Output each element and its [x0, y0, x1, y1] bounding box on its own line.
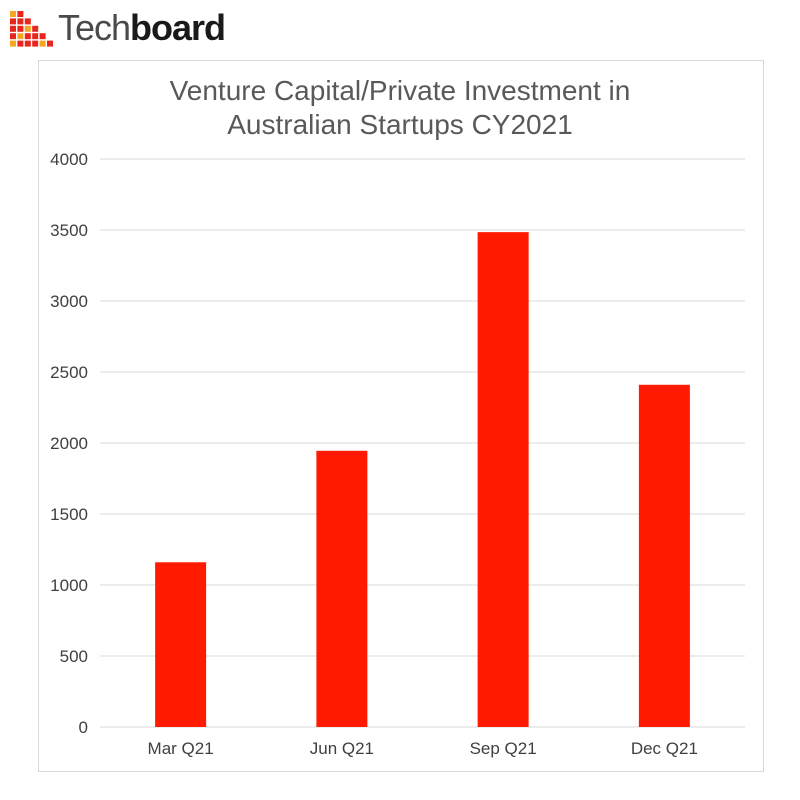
y-tick-label: 2500 — [50, 363, 88, 382]
logo-cell — [10, 11, 16, 17]
chart-title-line-1: Venture Capital/Private Investment in — [169, 75, 631, 106]
y-tick-label: 3500 — [50, 221, 88, 240]
logo-cell — [17, 18, 24, 25]
logo-cell — [10, 40, 16, 47]
bar-dec-q21 — [638, 384, 690, 727]
logo-cell — [39, 40, 46, 47]
logo-cell — [10, 25, 16, 32]
logo-cell — [32, 25, 39, 32]
logo-cell — [17, 40, 24, 47]
logo-cell — [32, 40, 39, 47]
logo-cell — [24, 40, 31, 47]
logo-cell — [24, 33, 31, 40]
gridlines — [100, 158, 745, 728]
logo-cell — [17, 25, 24, 32]
x-tick-label: Sep Q21 — [470, 739, 537, 758]
y-tick-label: 3000 — [50, 292, 88, 311]
x-tick-label: Dec Q21 — [631, 739, 698, 758]
logo-cell — [39, 33, 46, 40]
brand-logo: Techboard — [8, 7, 226, 48]
bar-mar-q21 — [155, 562, 207, 727]
bars — [155, 232, 690, 727]
y-tick-label: 0 — [79, 718, 88, 737]
logo-cell — [24, 18, 31, 25]
brand-name: Techboard — [58, 7, 226, 48]
x-tick-label: Mar Q21 — [148, 739, 214, 758]
y-tick-label: 1000 — [50, 576, 88, 595]
brand-name-bold: board — [130, 7, 226, 48]
brand-name-light: Tech — [58, 7, 131, 48]
x-axis-labels: Mar Q21 Jun Q21 Sep Q21 Dec Q21 — [148, 739, 698, 758]
y-axis-labels: 0 500 1000 1500 2000 2500 3000 3500 4000 — [50, 150, 88, 737]
logo-cell — [10, 33, 16, 40]
x-tick-label: Jun Q21 — [310, 739, 374, 758]
logo-cell — [17, 33, 24, 40]
bar-sep-q21 — [477, 232, 529, 727]
chart-title: Venture Capital/Private Investment in Au… — [0, 74, 800, 142]
y-tick-label: 2000 — [50, 434, 88, 453]
logo-cell — [32, 33, 39, 40]
y-tick-label: 500 — [60, 647, 88, 666]
logo-cell — [17, 11, 24, 17]
logo-cell — [10, 18, 16, 25]
techboard-grid-icon — [10, 11, 53, 47]
logo-cell — [24, 25, 31, 32]
logo-cell — [47, 40, 53, 47]
y-tick-label: 4000 — [50, 150, 88, 169]
bar-jun-q21 — [316, 450, 368, 727]
chart-title-line-2: Australian Startups CY2021 — [227, 109, 573, 140]
y-tick-label: 1500 — [50, 505, 88, 524]
